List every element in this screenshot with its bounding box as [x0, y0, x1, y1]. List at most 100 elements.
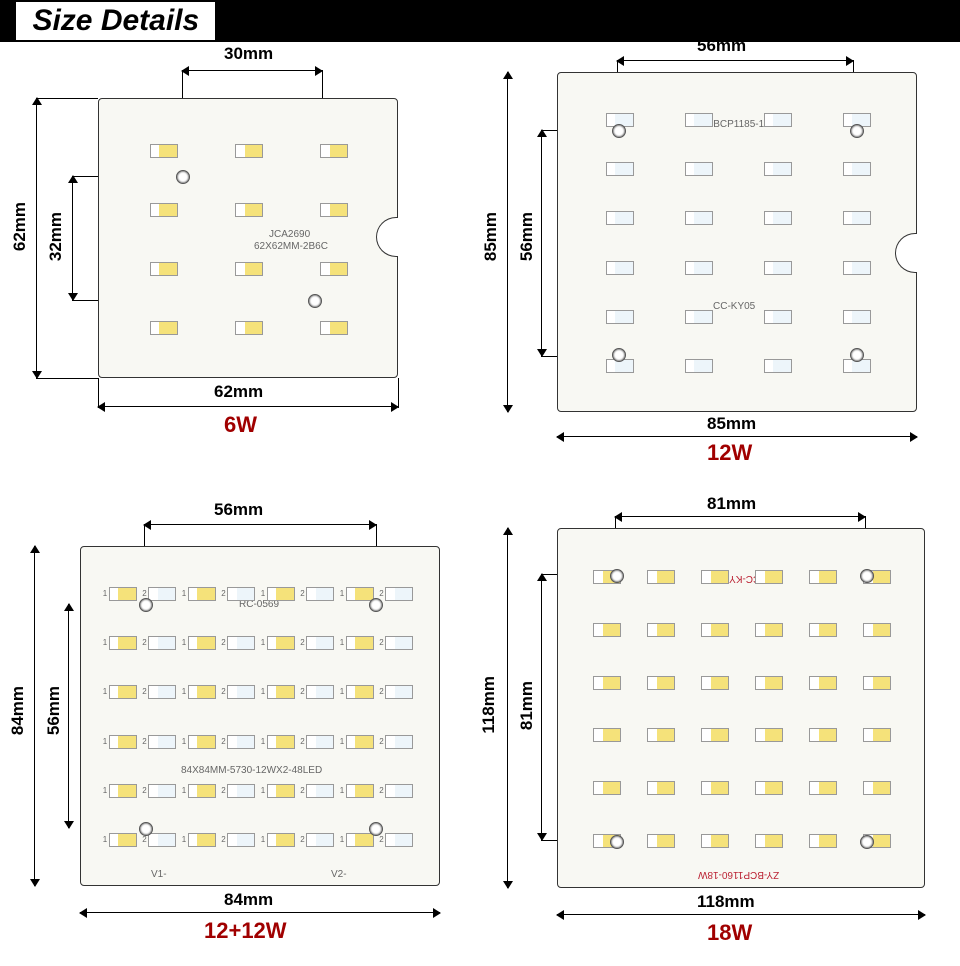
led-chip: [346, 636, 374, 650]
dim-hole-h: [72, 176, 73, 300]
led-chip: [647, 834, 675, 848]
led-chip: [685, 359, 713, 373]
led-index: 2: [300, 835, 304, 844]
led-chip: [385, 636, 413, 650]
led-chip: [385, 833, 413, 847]
led-chip: [385, 685, 413, 699]
led-index: 1: [261, 687, 265, 696]
led-chip: [701, 728, 729, 742]
led-chip: [320, 262, 348, 276]
led-chip: [267, 735, 295, 749]
led-index: 2: [221, 687, 225, 696]
led-chip: [346, 587, 374, 601]
wattage-label: 12W: [707, 440, 752, 466]
led-index: 2: [379, 687, 383, 696]
dim-outer-h: [507, 528, 508, 888]
led-index: 1: [340, 835, 344, 844]
led-chip: [809, 728, 837, 742]
led-chip: [306, 587, 334, 601]
led-chip: [755, 676, 783, 690]
mounting-hole: [139, 822, 153, 836]
led-chip: [306, 685, 334, 699]
ext-8: [398, 378, 399, 408]
led-index: 1: [261, 638, 265, 647]
dim-outer-h: [36, 98, 37, 378]
led-chip: [148, 685, 176, 699]
led-index: 1: [103, 786, 107, 795]
dim-outer-w: [557, 914, 925, 915]
led-chip: [346, 735, 374, 749]
led-index: 1: [261, 737, 265, 746]
dim-outer-w-label: 84mm: [224, 890, 273, 910]
led-chip: [863, 728, 891, 742]
led-chip: [685, 113, 713, 127]
led-chip: [227, 784, 255, 798]
led-chip: [188, 784, 216, 798]
dim-hole-h: [68, 604, 69, 828]
led-chip: [755, 728, 783, 742]
led-chip: [755, 570, 783, 584]
dim-outer-h-label: 84mm: [8, 686, 28, 735]
ext-7: [98, 378, 99, 408]
led-index: 1: [261, 835, 265, 844]
led-index: 2: [379, 589, 383, 598]
led-chip: [606, 211, 634, 225]
led-chip: [764, 359, 792, 373]
led-chip: [150, 144, 178, 158]
mounting-hole: [610, 569, 624, 583]
led-chip: [764, 211, 792, 225]
led-chip: [267, 685, 295, 699]
led-index: 1: [103, 589, 107, 598]
led-chip: [235, 262, 263, 276]
led-chip: [227, 833, 255, 847]
mark-v1: V1-: [151, 869, 167, 880]
led-chip: [235, 144, 263, 158]
led-chip: [109, 833, 137, 847]
led-chip: [188, 685, 216, 699]
led-chip: [593, 728, 621, 742]
led-chip: [148, 833, 176, 847]
led-index: 2: [142, 835, 146, 844]
led-index: 2: [221, 737, 225, 746]
header-bar: Size Details: [0, 0, 960, 42]
led-chip: [306, 636, 334, 650]
dim-hole-h-label: 32mm: [46, 212, 66, 261]
mounting-hole: [308, 294, 322, 308]
silk-1: JCA2690: [269, 229, 310, 240]
led-chip: [685, 261, 713, 275]
led-chip: [593, 781, 621, 795]
led-chip: [109, 784, 137, 798]
pcb-board-12w: ZY-BCP1185-12W CC-KY05: [557, 72, 917, 412]
ext-3: [36, 98, 98, 99]
led-chip: [647, 781, 675, 795]
led-chip: [385, 784, 413, 798]
led-chip: [109, 685, 137, 699]
wattage-label: 12+12W: [204, 918, 287, 944]
led-chip: [764, 113, 792, 127]
led-index: 1: [182, 687, 186, 696]
mark-v2: V2-: [331, 869, 347, 880]
dim-hole-w: [617, 60, 853, 61]
led-chip: [306, 735, 334, 749]
led-index: 2: [142, 786, 146, 795]
led-chip: [188, 636, 216, 650]
led-index: 2: [300, 687, 304, 696]
led-index: 1: [340, 589, 344, 598]
pcb-board-12-12w: RC-0569 84X84MM-5730-12WX2-48LED V1- V2-…: [80, 546, 440, 886]
led-chip: [685, 211, 713, 225]
notch: [895, 233, 917, 273]
dim-hole-w: [144, 524, 376, 525]
led-index: 1: [340, 786, 344, 795]
dim-outer-w-label: 62mm: [214, 382, 263, 402]
led-chip: [647, 676, 675, 690]
led-chip: [764, 261, 792, 275]
mounting-hole: [369, 822, 383, 836]
led-chip: [755, 623, 783, 637]
panel-6w: 30mm 62mm 32mm JCA2690 62X62MM-2B6C 62mm…: [14, 42, 473, 462]
led-chip: [227, 735, 255, 749]
led-chip: [188, 587, 216, 601]
led-chip: [188, 735, 216, 749]
led-index: 2: [379, 835, 383, 844]
dim-hole-w-label: 56mm: [697, 36, 746, 56]
led-index: 2: [221, 638, 225, 647]
